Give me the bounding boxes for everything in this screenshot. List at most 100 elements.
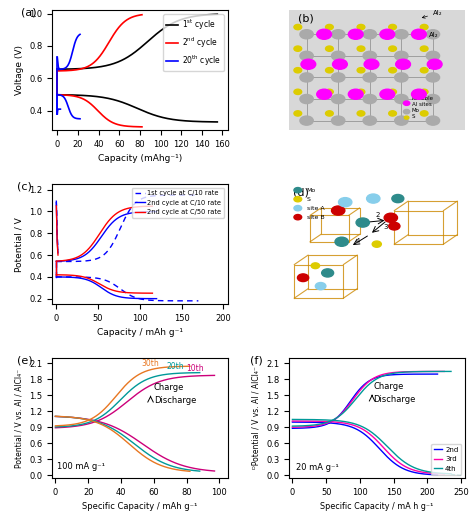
Circle shape [395,116,408,125]
Circle shape [348,29,363,39]
Circle shape [389,68,396,73]
Circle shape [294,25,301,30]
Circle shape [384,213,398,223]
Text: 2: 2 [375,212,379,217]
Circle shape [396,59,410,69]
Circle shape [294,46,301,51]
Circle shape [300,51,313,61]
Circle shape [363,51,376,61]
Y-axis label: Voltage (V): Voltage (V) [15,45,24,95]
Text: 20 mA g⁻¹: 20 mA g⁻¹ [296,463,338,472]
Circle shape [428,59,442,69]
Text: 20th: 20th [166,362,184,371]
Text: 4: 4 [356,238,360,244]
Text: Mo: Mo [412,108,420,113]
Circle shape [357,46,365,51]
Circle shape [326,68,333,73]
Text: Mo: Mo [307,188,316,193]
Y-axis label: Potential / V: Potential / V [15,217,24,271]
Text: site A: site A [307,206,324,211]
Circle shape [331,51,345,61]
Circle shape [380,89,395,99]
Circle shape [389,89,396,95]
Circle shape [426,30,439,39]
Circle shape [363,73,376,82]
Circle shape [426,51,439,61]
Circle shape [301,59,316,69]
Circle shape [300,95,313,104]
Circle shape [294,89,301,95]
Circle shape [331,95,345,104]
Circle shape [357,68,365,73]
Text: 100 mA g⁻¹: 100 mA g⁻¹ [57,462,105,471]
Legend: 1st cycle at C/10 rate, 2nd cycle at C/10 rate, 2nd cycle at C/50 rate: 1st cycle at C/10 rate, 2nd cycle at C/1… [132,188,224,217]
Circle shape [426,73,439,82]
Circle shape [364,59,379,69]
Circle shape [420,111,428,116]
Text: Charge: Charge [374,382,404,391]
Circle shape [326,46,333,51]
Circle shape [395,95,408,104]
Text: (d): (d) [292,188,309,198]
Text: (a): (a) [20,8,36,18]
Circle shape [326,111,333,116]
Circle shape [420,46,428,51]
Circle shape [300,30,313,39]
Circle shape [389,111,396,116]
X-axis label: Specific Capacity / mA h g⁻¹: Specific Capacity / mA h g⁻¹ [320,502,433,511]
Circle shape [426,95,439,104]
Text: S: S [307,197,310,201]
Circle shape [392,194,404,203]
Circle shape [357,25,365,30]
Circle shape [294,111,301,116]
Circle shape [363,30,376,39]
Circle shape [389,223,400,230]
Text: 10th: 10th [186,364,204,373]
Text: Discharge: Discharge [374,395,416,404]
Text: Discharge: Discharge [154,396,196,406]
Text: (f): (f) [250,356,263,365]
Circle shape [420,25,428,30]
Circle shape [395,30,408,39]
Text: 3: 3 [384,224,388,230]
Legend: 1$^{\rm st}$ cycle, 2$^{\rm nd}$ cycle, 20$^{\rm th}$ cycle: 1$^{\rm st}$ cycle, 2$^{\rm nd}$ cycle, … [163,14,224,71]
Y-axis label: Potential / V vs. Al / AlCl₄⁻: Potential / V vs. Al / AlCl₄⁻ [15,369,24,468]
Circle shape [322,269,334,277]
Circle shape [331,73,345,82]
Text: Al sites: Al sites [412,102,432,107]
Circle shape [389,25,396,30]
Circle shape [338,197,352,207]
Circle shape [333,59,347,69]
Circle shape [389,46,396,51]
Text: site B: site B [307,215,324,219]
Circle shape [357,89,365,95]
Text: Al₁: Al₁ [429,64,439,70]
Circle shape [331,206,345,215]
Circle shape [356,218,369,227]
Text: Al₂: Al₂ [429,32,439,38]
Circle shape [331,30,345,39]
Circle shape [294,196,301,202]
Circle shape [420,89,428,95]
Circle shape [317,89,331,99]
Circle shape [403,109,410,114]
Circle shape [357,111,365,116]
Circle shape [326,25,333,30]
Circle shape [411,89,426,99]
Y-axis label: ᴰPotential / V vs. Al / AlCl₄⁻: ᴰPotential / V vs. Al / AlCl₄⁻ [252,366,261,469]
Circle shape [298,274,309,282]
Text: (b): (b) [298,14,314,24]
Circle shape [300,73,313,82]
Text: Charge: Charge [154,383,184,392]
Circle shape [300,116,313,125]
Text: S: S [412,114,415,119]
Circle shape [294,68,301,73]
Circle shape [395,51,408,61]
Circle shape [372,241,382,247]
Circle shape [411,29,426,39]
Text: Possible: Possible [412,96,434,101]
X-axis label: Capacity / mAh g⁻¹: Capacity / mAh g⁻¹ [97,328,183,337]
Circle shape [403,101,410,105]
Circle shape [294,206,301,211]
Circle shape [326,89,333,95]
